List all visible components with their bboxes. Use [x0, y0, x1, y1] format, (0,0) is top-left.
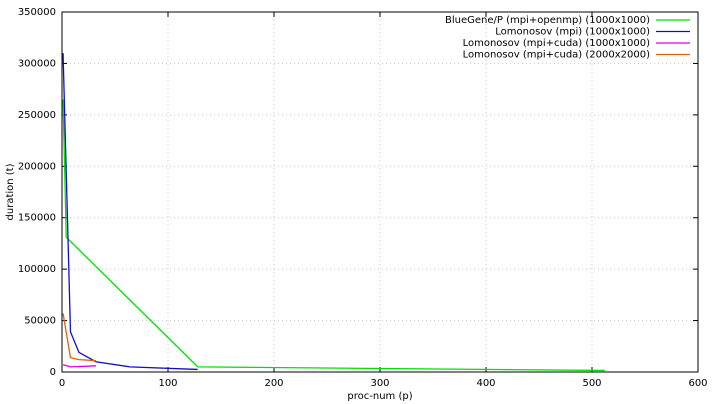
- y-tick-label: 50000: [24, 316, 56, 327]
- legend-label: BlueGene/P (mpi+openmp) (1000x1000): [445, 15, 650, 26]
- legend-label: Lomonosov (mpi+cuda) (1000x1000): [463, 38, 651, 49]
- x-tick-label: 0: [59, 378, 65, 389]
- series-line: [62, 364, 96, 368]
- x-tick-label: 100: [158, 378, 177, 389]
- y-tick-label: 150000: [18, 213, 56, 224]
- y-tick-label: 300000: [18, 58, 56, 69]
- x-tick-label: 600: [688, 378, 707, 389]
- plot-frame: [61, 11, 699, 373]
- x-tick-label: 200: [264, 378, 283, 389]
- series-line: [62, 53, 198, 371]
- series-line: [62, 313, 96, 362]
- x-tick-label: 400: [476, 378, 495, 389]
- x-tick-label: 500: [582, 378, 601, 389]
- y-tick-label: 350000: [18, 7, 56, 18]
- legend-label: Lomonosov (mpi+cuda) (2000x2000): [463, 50, 651, 61]
- legend-label: Lomonosov (mpi) (1000x1000): [495, 27, 650, 38]
- y-tick-label: 0: [50, 367, 56, 378]
- y-tick-label: 100000: [18, 264, 56, 275]
- y-tick-label: 200000: [18, 161, 56, 172]
- series-line: [62, 99, 605, 372]
- x-tick-label: 300: [370, 378, 389, 389]
- y-axis-label: duration (t): [5, 163, 16, 220]
- y-tick-label: 250000: [18, 110, 56, 121]
- x-axis-label: proc-num (p): [347, 391, 412, 402]
